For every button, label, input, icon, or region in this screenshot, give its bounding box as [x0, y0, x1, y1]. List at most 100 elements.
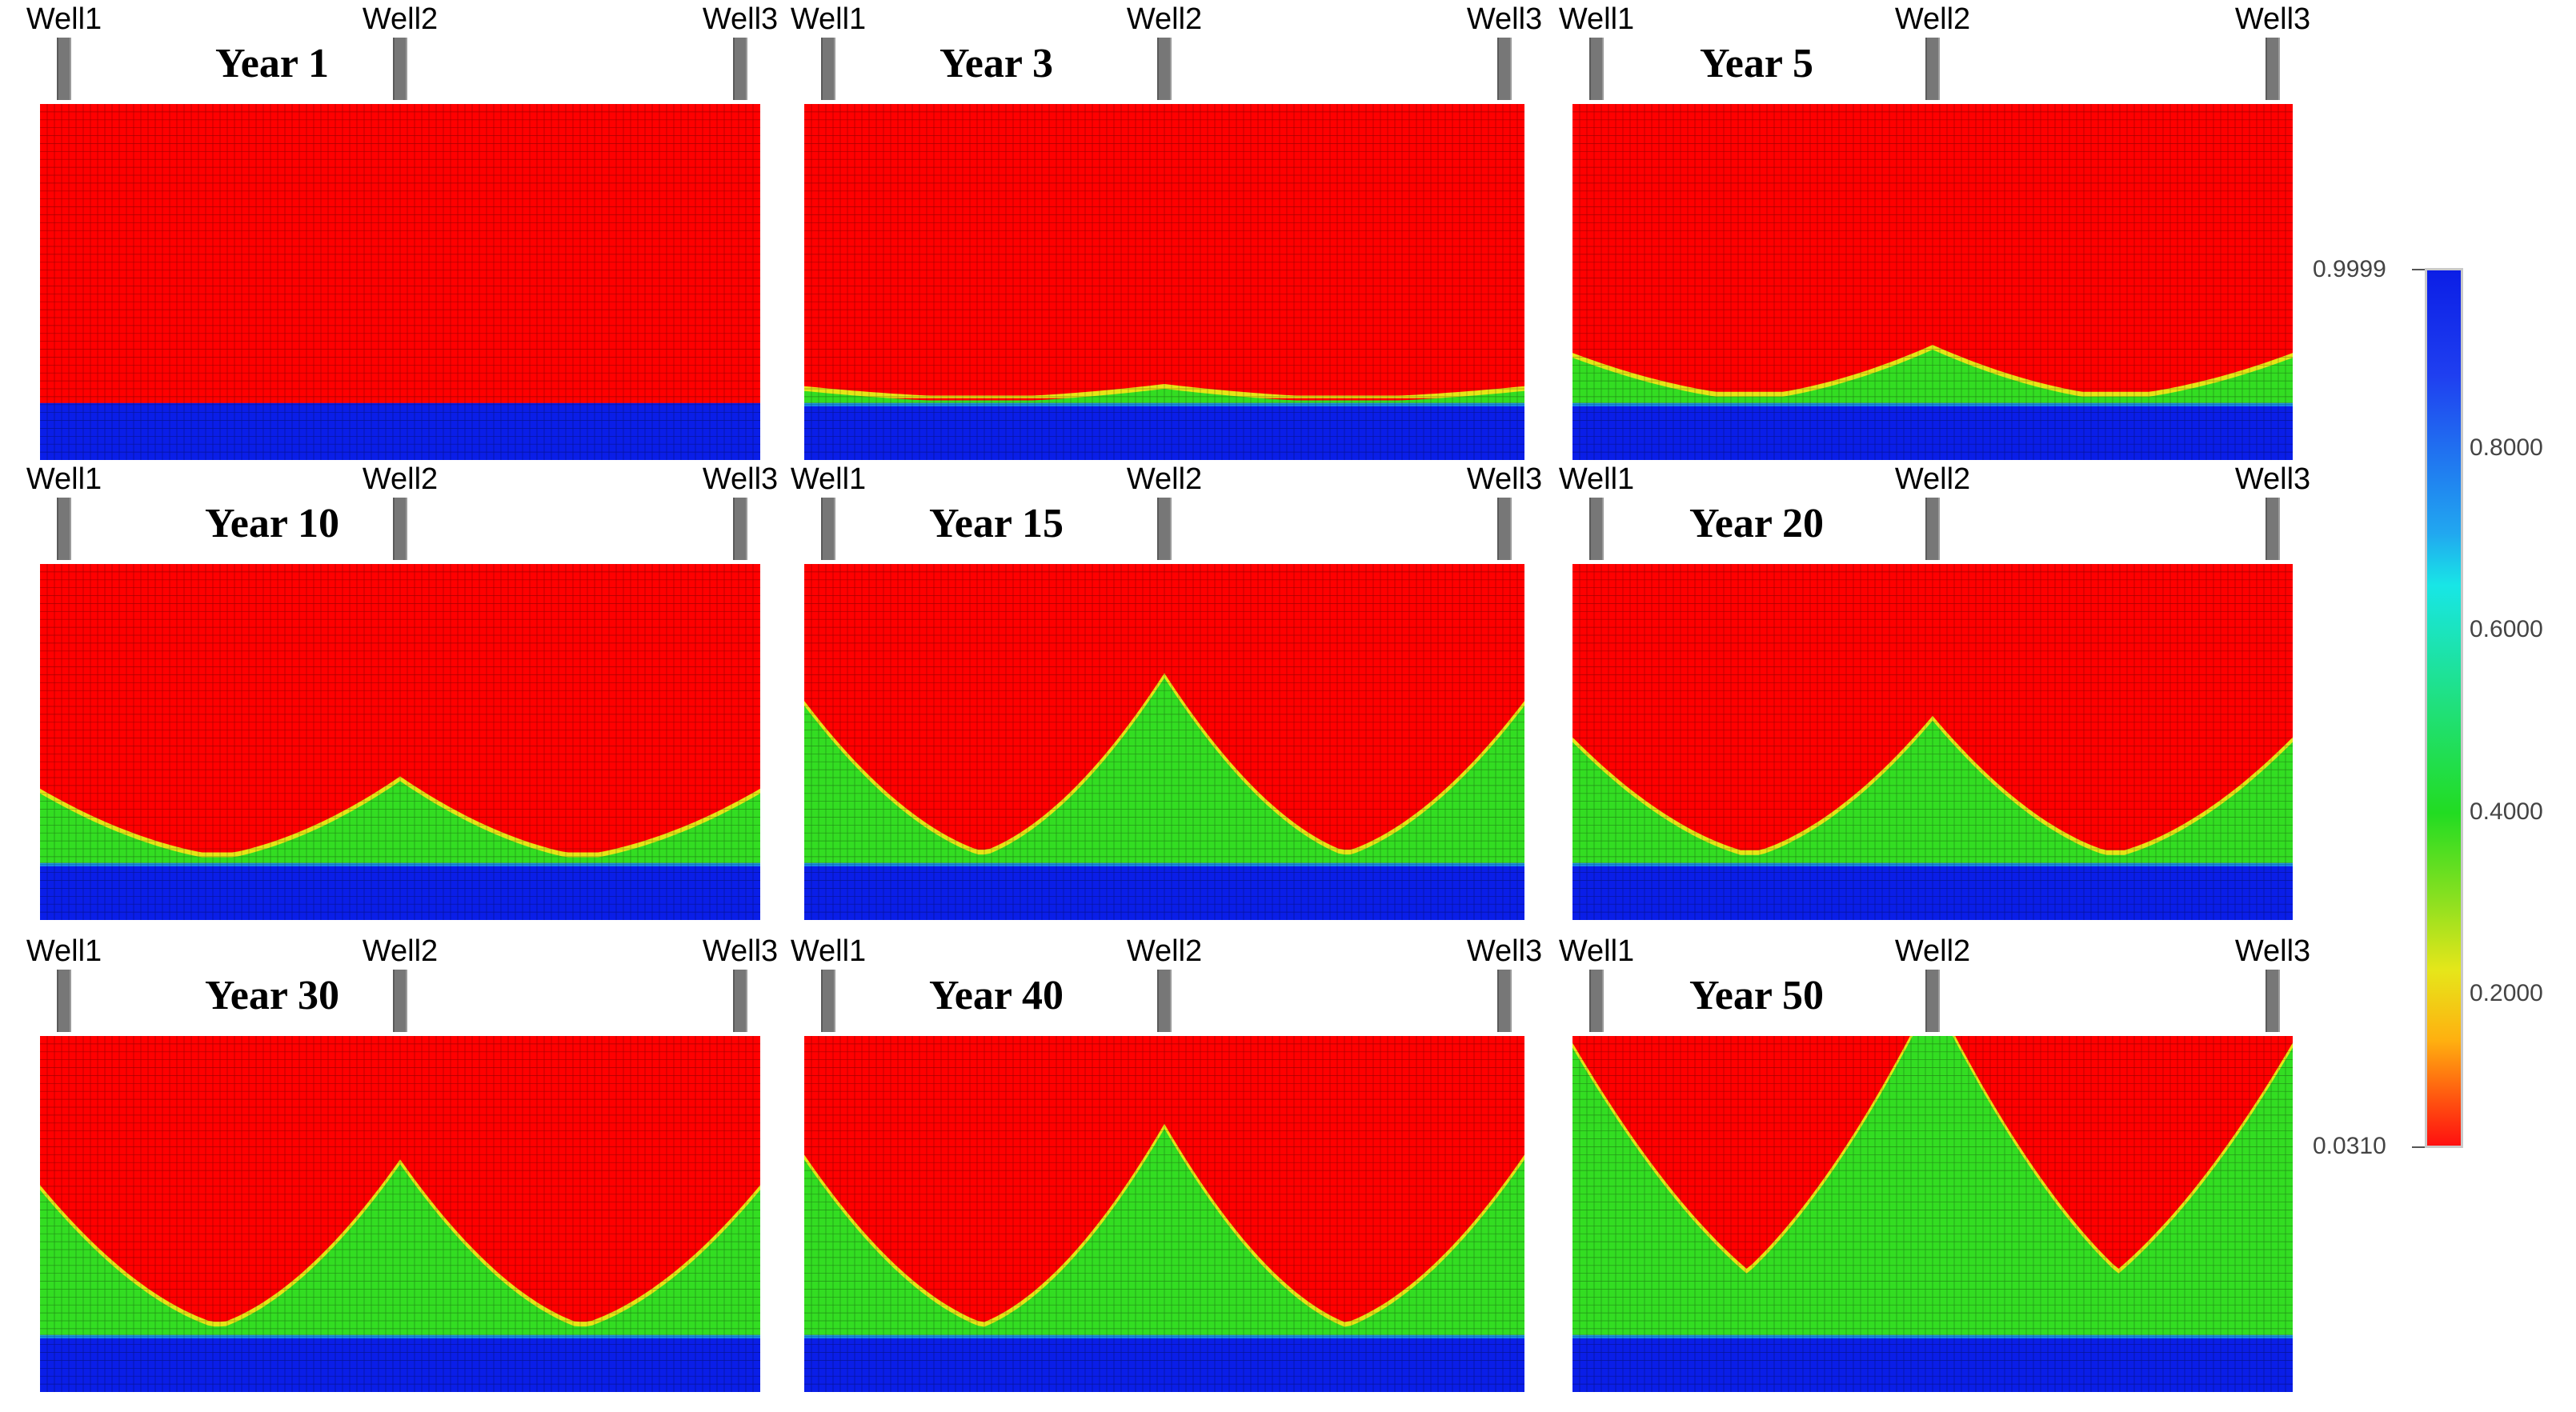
well-icon	[1925, 38, 1940, 100]
well-icon	[1925, 970, 1940, 1032]
well-icon	[393, 38, 407, 100]
colorbar-tick-label: 0.4000	[2470, 798, 2543, 825]
grid-lines	[1572, 104, 2293, 460]
well-icon	[1925, 498, 1940, 560]
well-label: Well2	[1126, 934, 1203, 968]
saturation-panel: Well1 Well2 Well3 Year 3	[780, 0, 1542, 464]
well-label: Well3	[702, 2, 779, 36]
saturation-field	[1572, 1036, 2293, 1392]
well-icon	[733, 498, 747, 560]
well-label: Well2	[362, 462, 439, 496]
water-contact-line	[804, 1334, 1524, 1338]
well-label: Well1	[790, 934, 867, 968]
water-zone	[804, 402, 1524, 460]
well-label: Well2	[1894, 934, 1971, 968]
saturation-panel: Well1 Well2 Well3 Year 1	[16, 0, 778, 464]
water-plume	[804, 678, 1524, 863]
saturation-field	[40, 1036, 760, 1392]
well-label: Well3	[1466, 2, 1543, 36]
well-icon	[2266, 498, 2280, 560]
well-label: Well1	[790, 2, 867, 36]
water-plume	[40, 1164, 760, 1335]
well-icon	[821, 498, 835, 560]
water-plume	[1572, 720, 2293, 863]
grid-lines	[40, 1036, 760, 1392]
colorbar-min-label: 0.0310	[2313, 1133, 2386, 1159]
well-icon	[1497, 970, 1512, 1032]
panel-title: Year 5	[1699, 41, 1813, 86]
saturation-field	[40, 564, 760, 920]
colorbar-gradient	[2425, 268, 2463, 1148]
well-label: Well3	[2234, 2, 2311, 36]
well-icon	[57, 38, 71, 100]
saturation-panel: Well1 Well2 Well3 Year 30	[16, 932, 778, 1396]
grid-lines	[1572, 1036, 2293, 1392]
saturation-panel: Well1 Well2 Well3 Year 20	[1548, 460, 2310, 924]
saturation-panel: Well1 Well2 Well3 Year 5	[1548, 0, 2310, 464]
well-label: Well1	[1558, 2, 1635, 36]
water-contact-line	[1572, 1334, 2293, 1338]
well-label: Well2	[1126, 462, 1203, 496]
well-icon	[1589, 498, 1604, 560]
colorbar: 0.9999 0.8000 0.6000 0.4000 0.2000 0.031…	[2313, 252, 2569, 1164]
water-contact-line	[804, 402, 1524, 406]
panel-title: Year 30	[204, 973, 339, 1018]
well-icon	[821, 970, 835, 1032]
grid-lines	[804, 564, 1524, 920]
well-icon	[1589, 970, 1604, 1032]
well-icon	[1157, 970, 1172, 1032]
well-label: Well2	[1894, 2, 1971, 36]
saturation-grid	[40, 564, 760, 920]
saturation-panel: Well1 Well2 Well3 Year 15	[780, 460, 1542, 924]
panel-title: Year 50	[1689, 973, 1824, 1018]
well-icon	[821, 38, 835, 100]
saturation-field	[40, 104, 760, 460]
well-icon	[1497, 38, 1512, 100]
saturation-field	[804, 104, 1524, 460]
well-label: Well3	[702, 934, 779, 968]
water-zone	[1572, 862, 2293, 920]
well-label: Well3	[702, 462, 779, 496]
panel-title: Year 3	[939, 41, 1053, 86]
saturation-field	[1572, 104, 2293, 460]
well-label: Well2	[362, 934, 439, 968]
saturation-field	[1572, 564, 2293, 920]
well-label: Well1	[26, 2, 102, 36]
colorbar-tick	[2412, 269, 2425, 270]
water-zone	[804, 1334, 1524, 1392]
water-zone	[40, 1334, 760, 1392]
water-contact-line	[804, 862, 1524, 866]
well-label: Well3	[2234, 462, 2311, 496]
well-label: Well2	[362, 2, 439, 36]
colorbar-tick-label: 0.2000	[2470, 980, 2543, 1006]
well-icon	[733, 38, 747, 100]
well-label: Well3	[2234, 934, 2311, 968]
water-plume	[1572, 350, 2293, 403]
water-zone	[804, 862, 1524, 920]
grid-lines	[1572, 564, 2293, 920]
water-contact-line	[1572, 862, 2293, 866]
water-plume	[1572, 1036, 2293, 1335]
saturation-grid	[1572, 1036, 2293, 1392]
water-zone	[1572, 1334, 2293, 1392]
water-plume	[804, 389, 1524, 403]
well-label: Well3	[1466, 462, 1543, 496]
saturation-grid	[40, 1036, 760, 1392]
colorbar-tick	[2412, 1146, 2425, 1148]
saturation-grid	[804, 1036, 1524, 1392]
saturation-grid	[804, 104, 1524, 460]
water-plume	[40, 781, 760, 863]
grid-lines	[40, 564, 760, 920]
water-contact-line	[40, 1334, 760, 1338]
saturation-grid	[1572, 564, 2293, 920]
well-label: Well2	[1126, 2, 1203, 36]
saturation-field	[804, 1036, 1524, 1392]
saturation-grid	[1572, 104, 2293, 460]
well-icon	[1157, 498, 1172, 560]
well-icon	[57, 970, 71, 1032]
panel-title: Year 20	[1689, 501, 1824, 546]
water-plume	[804, 1128, 1524, 1335]
well-label: Well1	[26, 934, 102, 968]
well-label: Well1	[1558, 934, 1635, 968]
well-icon	[1589, 38, 1604, 100]
